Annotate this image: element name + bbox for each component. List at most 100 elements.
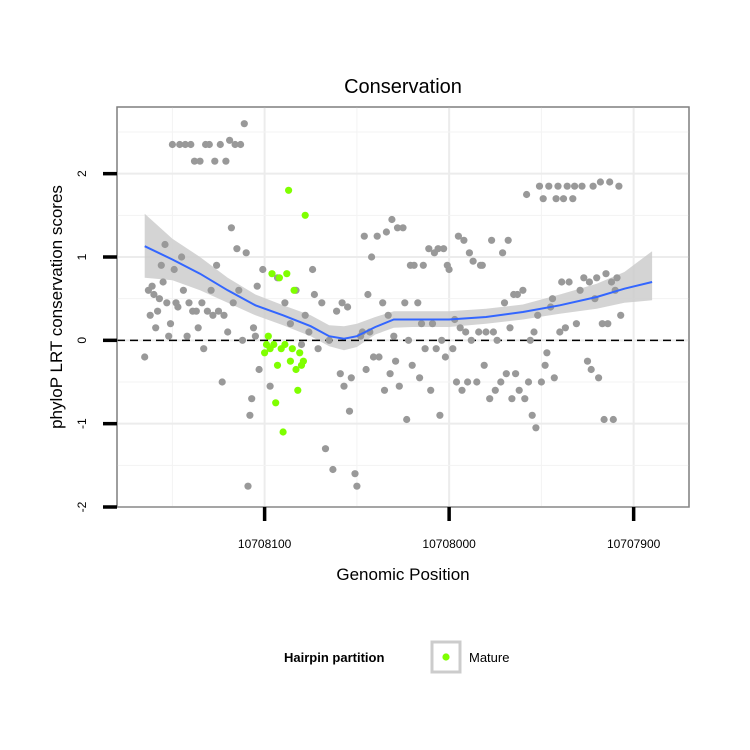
point-other [325,336,333,344]
point-other [224,328,232,336]
point-other [166,320,175,328]
point-other [595,374,603,382]
point-other [190,157,199,165]
point-other [504,236,512,244]
point-other [571,182,579,190]
point-other [231,140,239,149]
point-other [344,303,352,311]
point-other [565,278,573,286]
x-tick-label: 10708000 [422,537,476,551]
point-other [226,136,234,144]
point-other [545,182,553,190]
point-other [558,278,566,286]
point-other [427,386,435,394]
point-other [170,265,178,274]
point-other [163,299,171,307]
point-other [329,465,337,474]
point-other [148,282,156,290]
point-mature [264,332,272,340]
point-other [598,320,606,328]
point-other [248,395,256,403]
point-other [185,299,193,307]
point-other [606,178,614,186]
point-other [404,336,413,344]
smooth-curve [144,245,653,340]
point-other [218,378,226,386]
point-other [203,307,211,315]
point-other [183,332,191,340]
point-other [535,182,544,190]
legend-key-mature-dot [442,653,450,661]
point-other [351,470,359,478]
point-other [244,482,252,490]
plot-border [116,106,690,508]
point-other [314,345,322,353]
point-other [157,261,165,269]
legend: Hairpin partition Mature [284,640,509,674]
point-other [488,236,496,244]
point-other [524,378,533,386]
point-other [438,336,446,344]
point-other [214,307,223,315]
point-other [515,386,523,394]
point-other [497,378,505,386]
point-other [379,299,387,307]
point-other [174,303,182,311]
point-other [469,257,477,265]
point-other [196,157,204,165]
chart-title: Conservation [344,76,462,98]
point-other [238,336,247,344]
point-other [386,370,394,378]
grid [117,107,689,508]
y-tick-label: -1 [75,418,89,429]
point-other [266,382,274,390]
point-other [500,299,509,307]
point-other [532,424,540,432]
point-other [604,320,612,328]
point-mature [285,186,293,194]
point-other [456,324,464,332]
confidence-band [144,213,653,351]
point-other [146,311,154,319]
point-other [161,240,169,249]
point-other [373,232,381,240]
point-mature [294,386,302,394]
point-other [401,299,409,307]
point-other [390,332,398,340]
point-mature [270,340,278,349]
point-mature [292,365,300,374]
point-other [440,245,448,253]
point-other [211,157,219,165]
point-other [229,299,237,307]
point-other [141,353,149,361]
point-other [513,290,522,299]
point-other [340,382,348,390]
point-other [408,361,416,369]
point-other [198,299,206,307]
point-other [528,411,536,419]
smooth-line [144,245,653,340]
point-other [576,286,584,294]
point-other [187,140,195,149]
point-other [392,357,400,365]
point-other [519,286,527,294]
point-other [368,253,376,261]
x-axis-label: Genomic Position [336,565,469,584]
point-other [578,182,586,190]
points-other [141,120,625,490]
point-other [310,290,318,299]
y-axis-label: phyloP LRT conservation scores [47,185,66,429]
point-other [569,195,577,203]
point-other [563,182,571,190]
point-other [530,328,538,336]
point-other [559,195,568,203]
point-other [548,295,557,303]
point-other [353,482,361,490]
point-other [428,320,437,328]
y-axis-ticks: -2 -1 0 1 2 [75,170,117,512]
point-other [511,370,520,378]
point-other [152,324,160,332]
point-other [255,365,263,374]
x-axis-ticks: 10708100 10708000 10707900 [238,507,661,551]
